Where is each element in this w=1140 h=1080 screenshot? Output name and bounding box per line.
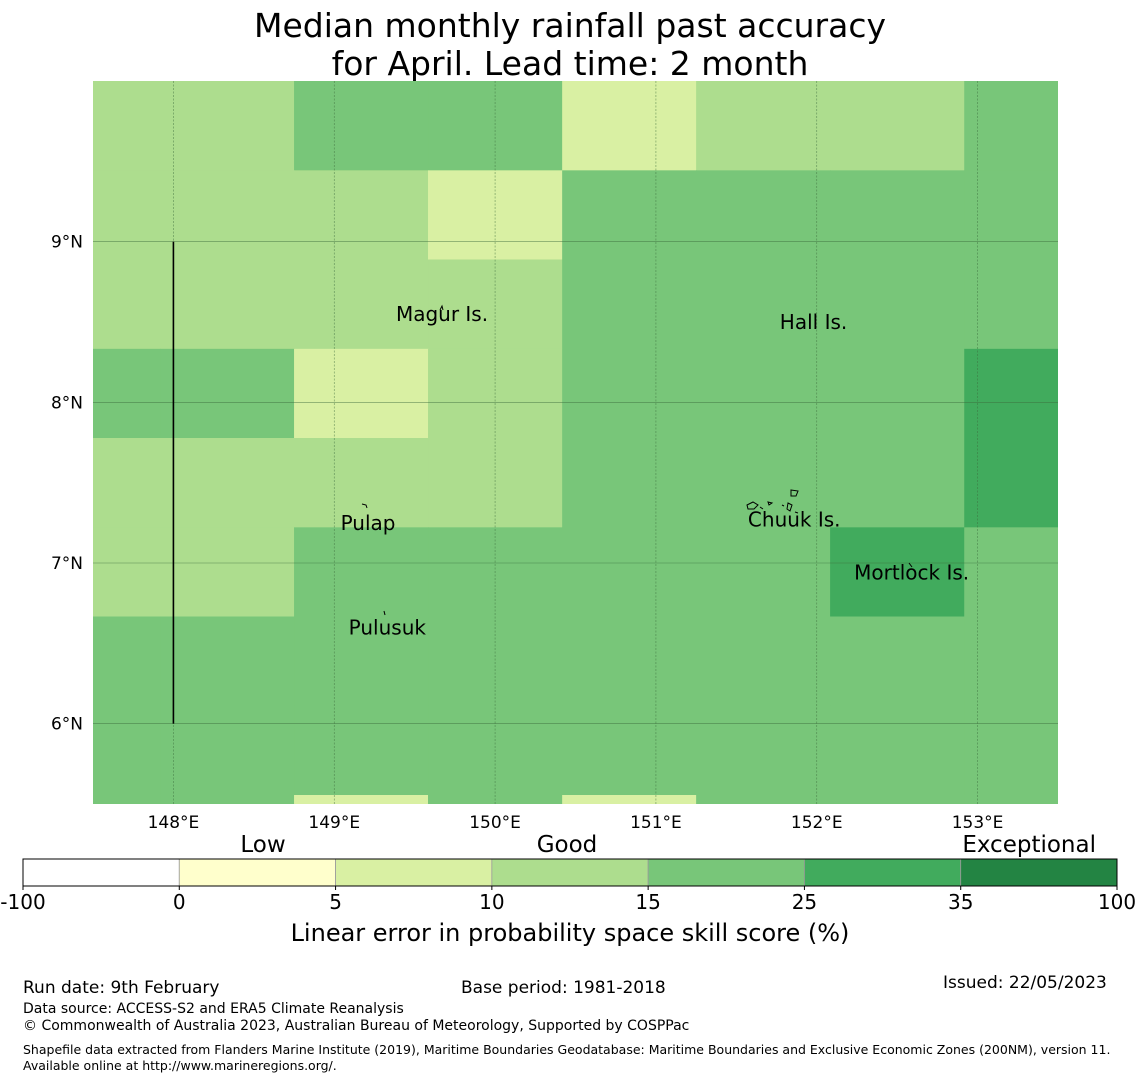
colorbar-segment (647, 858, 805, 887)
lon-tick-label: 153°E (952, 813, 1004, 833)
place-label: Magur Is. (396, 302, 488, 326)
grid-cell (1098, 617, 1140, 751)
lat-tick-label: 8°N (51, 393, 83, 413)
magur-island-shape (439, 304, 444, 311)
grid-cell (1098, 81, 1140, 215)
category-label: Low (240, 832, 285, 858)
place-label: Mortlock Is. (854, 561, 969, 585)
pulap-island-shape (361, 503, 368, 509)
data-source: Data source: ACCESS-S2 and ERA5 Climate … (23, 1001, 404, 1017)
colorbar-tick-label: 0 (173, 890, 186, 914)
grid-cell (160, 705, 295, 804)
colorbar-tick-label: 25 (792, 890, 817, 914)
issued-date: Issued: 22/05/2023 (943, 973, 1107, 993)
colorbar-frame (22, 858, 1118, 887)
island-outlines (361, 304, 913, 616)
base-period: Base period: 1981-2018 (461, 978, 666, 998)
place-label: Pulap (341, 511, 396, 535)
lon-tick-label: 150°E (469, 813, 521, 833)
chuuk-island-shape (746, 489, 799, 514)
place-label: Pulusuk (349, 615, 427, 639)
grid-cell (562, 795, 697, 804)
map-figure: Magur Is. Hall Is. Pulap Chuuk Is. Mortlock … (0, 81, 1140, 947)
lon-tick-label: 148°E (148, 813, 200, 833)
run-date: Run date: 9th February (23, 978, 220, 998)
grid-cell (1098, 438, 1140, 572)
grid-cell (964, 705, 1058, 804)
grid-cell (1098, 260, 1140, 394)
lon-tick-label: 149°E (308, 813, 360, 833)
mortlock-island-shape (908, 562, 913, 568)
grid-cell (1098, 706, 1140, 840)
grid-cell (93, 705, 161, 804)
map-title-line-1: Median monthly rainfall past accuracy (253, 6, 887, 45)
lat-tick-label: 6°N (51, 715, 83, 735)
grid-cell (160, 795, 295, 804)
grid-cell (964, 795, 1058, 804)
colorbar-axis-label: Linear error in probability space skill … (291, 919, 850, 947)
grid-cell (696, 795, 831, 804)
colorbar-tick-label: 10 (479, 890, 504, 914)
colorbar-segment (178, 858, 336, 887)
legend-colorbar: -100 0 5 10 15 25 35 100 Low Good Exceptional Linea… (0, 832, 1136, 947)
lat-tick-label: 9°N (51, 233, 83, 253)
grid-cell (830, 705, 965, 804)
grid-cell (93, 795, 161, 804)
grid-cell (696, 705, 831, 804)
grid-cell (1098, 170, 1140, 304)
colorbar-tick-label: 35 (948, 890, 973, 914)
grid-cell (294, 795, 429, 804)
place-label: Hall Is. (780, 310, 847, 334)
lat-tick-label: 7°N (51, 554, 83, 574)
grid-cell (1098, 527, 1140, 661)
category-label: Good (537, 832, 598, 858)
grid-cell (294, 705, 429, 804)
shapefile-credit: Shapefile data extracted from Flanders M… (23, 1042, 1111, 1073)
colorbar-segment (804, 858, 962, 887)
skill-grid (93, 81, 1140, 840)
map-title-line-2: for April. Lead time: 2 month (331, 44, 809, 83)
lon-tick-label: 152°E (791, 813, 843, 833)
grid-cell (830, 795, 965, 804)
colorbar-tick-label: -100 (0, 890, 45, 914)
colorbar-tick-label: 15 (635, 890, 660, 914)
category-label: Exceptional (962, 832, 1096, 858)
grid-cell (1098, 349, 1140, 483)
colorbar-segment (335, 858, 493, 887)
pulusuk-island-shape (383, 610, 386, 616)
colorbar-segment (960, 858, 1118, 887)
colorbar-tick-label: 100 (1098, 890, 1136, 914)
grid-cell (562, 705, 697, 804)
colorbar-segment (491, 858, 649, 887)
axis-tick-labels: 148°E 149°E 150°E 151°E 152°E 153°E 9°N 8°N 7°N 6… (51, 233, 1003, 833)
colorbar-tick-label: 5 (329, 890, 342, 914)
place-label: Chuuk Is. (748, 508, 841, 532)
lon-tick-label: 151°E (630, 813, 682, 833)
place-labels: Magur Is. Hall Is. Pulap Chuuk Is. Mortlock … (341, 302, 970, 639)
colorbar-segment (22, 858, 180, 887)
copyright-notice: © Commonwealth of Australia 2023, Austra… (23, 1018, 690, 1034)
